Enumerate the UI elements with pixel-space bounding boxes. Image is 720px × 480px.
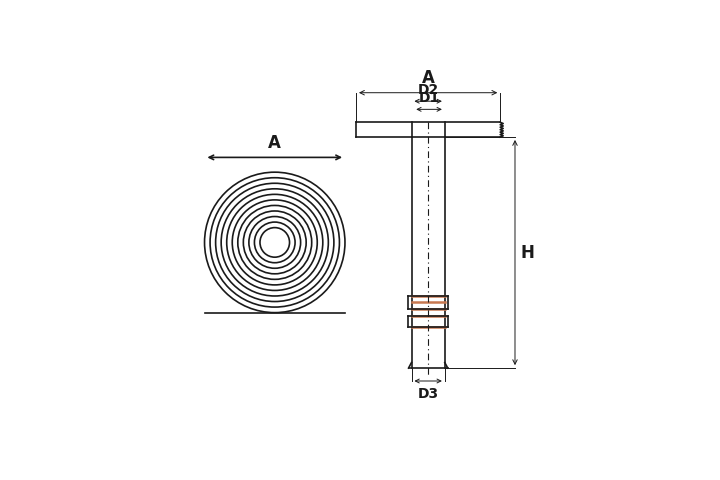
Text: D2: D2: [418, 83, 438, 97]
Text: D1: D1: [418, 91, 440, 105]
Text: A: A: [269, 134, 282, 152]
Text: H: H: [521, 243, 534, 262]
Text: A: A: [422, 69, 435, 87]
Text: D3: D3: [418, 386, 438, 400]
